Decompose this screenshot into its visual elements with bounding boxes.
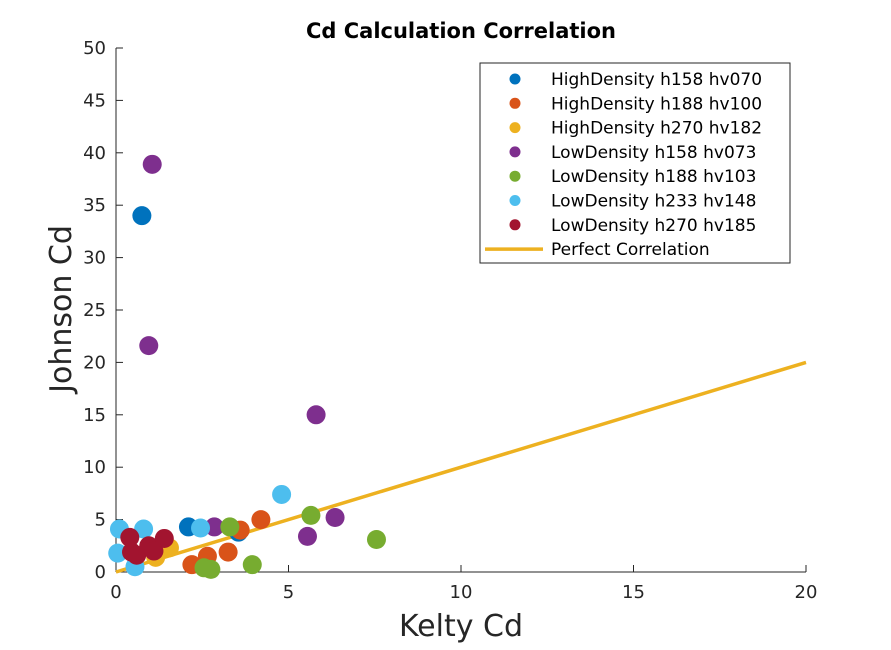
data-point	[144, 541, 164, 561]
legend-entry-label: HighDensity h188 hv100	[551, 94, 762, 114]
y-tick-label: 35	[83, 195, 106, 216]
legend-entry-label: LowDensity h233 hv148	[551, 192, 756, 212]
data-point	[301, 505, 321, 525]
data-point	[139, 336, 159, 356]
data-point	[242, 555, 262, 575]
data-points	[108, 154, 386, 579]
legend-marker	[509, 146, 521, 158]
data-point	[325, 508, 345, 528]
data-point	[306, 405, 326, 425]
data-point	[220, 517, 240, 537]
y-tick-label: 20	[83, 352, 106, 373]
legend-box	[479, 62, 791, 264]
legend-entry-label: HighDensity h158 hv070	[551, 70, 762, 90]
y-tick-label: 25	[83, 300, 106, 321]
data-point	[251, 510, 271, 530]
legend-marker	[509, 219, 521, 231]
data-point	[366, 530, 386, 550]
data-point	[132, 206, 152, 226]
data-point	[154, 528, 174, 548]
x-tick-label: 10	[450, 582, 473, 603]
y-tick-label: 50	[83, 38, 106, 59]
legend-marker	[509, 170, 521, 182]
data-point	[218, 542, 238, 562]
legend-marker	[509, 195, 521, 206]
y-tick-label: 10	[83, 457, 106, 478]
x-tick-label: 20	[795, 582, 818, 603]
data-point	[272, 484, 292, 504]
data-point	[201, 559, 221, 579]
legend: HighDensity h158 hv070 HighDensity h188 h…	[479, 62, 791, 264]
y-tick-label: 45	[83, 90, 106, 111]
data-point	[204, 517, 224, 537]
data-point	[120, 527, 140, 547]
legend-entry-label: LowDensity h270 hv185	[551, 216, 756, 236]
legend-entry-label: LowDensity h188 hv103	[551, 167, 756, 187]
legend-entry-label: Perfect Correlation	[551, 240, 710, 260]
legend-marker	[509, 122, 521, 134]
legend-marker	[509, 73, 521, 85]
axes: 0 5 10 15 20 0 5 10 15 20 25 30 35 40 45 50	[83, 38, 817, 603]
legend-entry-label: LowDensity h158 hv073	[551, 143, 756, 163]
y-tick-label: 40	[83, 143, 106, 164]
x-axis-label: Kelty Cd	[399, 609, 523, 644]
y-tick-label: 15	[83, 405, 106, 426]
x-tick-label: 0	[110, 582, 121, 603]
data-point	[142, 154, 162, 174]
y-tick-label: 5	[95, 510, 106, 531]
x-tick-label: 5	[283, 582, 294, 603]
data-point	[191, 518, 211, 538]
legend-marker	[509, 97, 521, 109]
data-point	[108, 543, 128, 563]
data-point	[297, 526, 317, 546]
y-axis-label: Johnson Cd	[44, 225, 79, 395]
y-tick-label: 30	[83, 248, 106, 269]
x-tick-label: 15	[622, 582, 645, 603]
chart-title: Cd Calculation Correlation	[306, 19, 616, 43]
legend-entry-label: HighDensity h270 hv182	[551, 119, 762, 139]
y-tick-label: 0	[95, 562, 106, 583]
data-point	[134, 519, 154, 539]
